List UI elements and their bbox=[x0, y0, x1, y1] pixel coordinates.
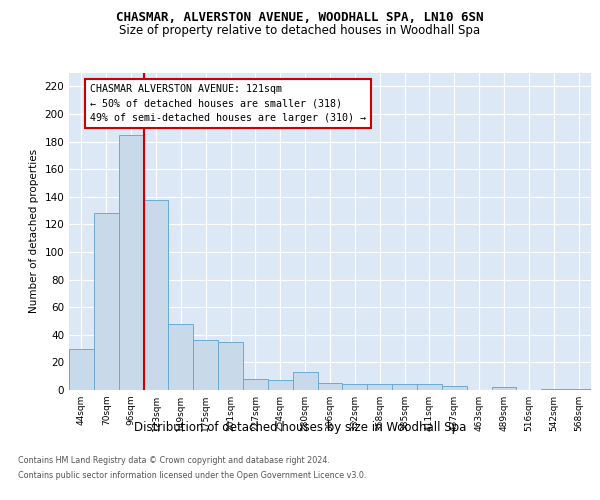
Bar bbox=[417, 384, 442, 390]
Text: Contains HM Land Registry data © Crown copyright and database right 2024.: Contains HM Land Registry data © Crown c… bbox=[18, 456, 330, 465]
Text: Distribution of detached houses by size in Woodhall Spa: Distribution of detached houses by size … bbox=[134, 421, 466, 434]
Text: Size of property relative to detached houses in Woodhall Spa: Size of property relative to detached ho… bbox=[119, 24, 481, 37]
Bar bbox=[143, 200, 169, 390]
Bar bbox=[392, 384, 417, 390]
Bar bbox=[193, 340, 218, 390]
Bar bbox=[442, 386, 467, 390]
Bar bbox=[491, 387, 517, 390]
Bar bbox=[94, 214, 119, 390]
Bar bbox=[268, 380, 293, 390]
Bar bbox=[343, 384, 367, 390]
Bar bbox=[317, 383, 343, 390]
Bar bbox=[169, 324, 193, 390]
Bar bbox=[69, 348, 94, 390]
Text: Contains public sector information licensed under the Open Government Licence v3: Contains public sector information licen… bbox=[18, 471, 367, 480]
Bar bbox=[243, 379, 268, 390]
Bar bbox=[566, 388, 591, 390]
Bar bbox=[541, 388, 566, 390]
Bar bbox=[218, 342, 243, 390]
Bar bbox=[367, 384, 392, 390]
Y-axis label: Number of detached properties: Number of detached properties bbox=[29, 149, 39, 314]
Bar bbox=[293, 372, 317, 390]
Bar bbox=[119, 134, 143, 390]
Text: CHASMAR, ALVERSTON AVENUE, WOODHALL SPA, LN10 6SN: CHASMAR, ALVERSTON AVENUE, WOODHALL SPA,… bbox=[116, 11, 484, 24]
Text: CHASMAR ALVERSTON AVENUE: 121sqm
← 50% of detached houses are smaller (318)
49% : CHASMAR ALVERSTON AVENUE: 121sqm ← 50% o… bbox=[90, 84, 366, 123]
